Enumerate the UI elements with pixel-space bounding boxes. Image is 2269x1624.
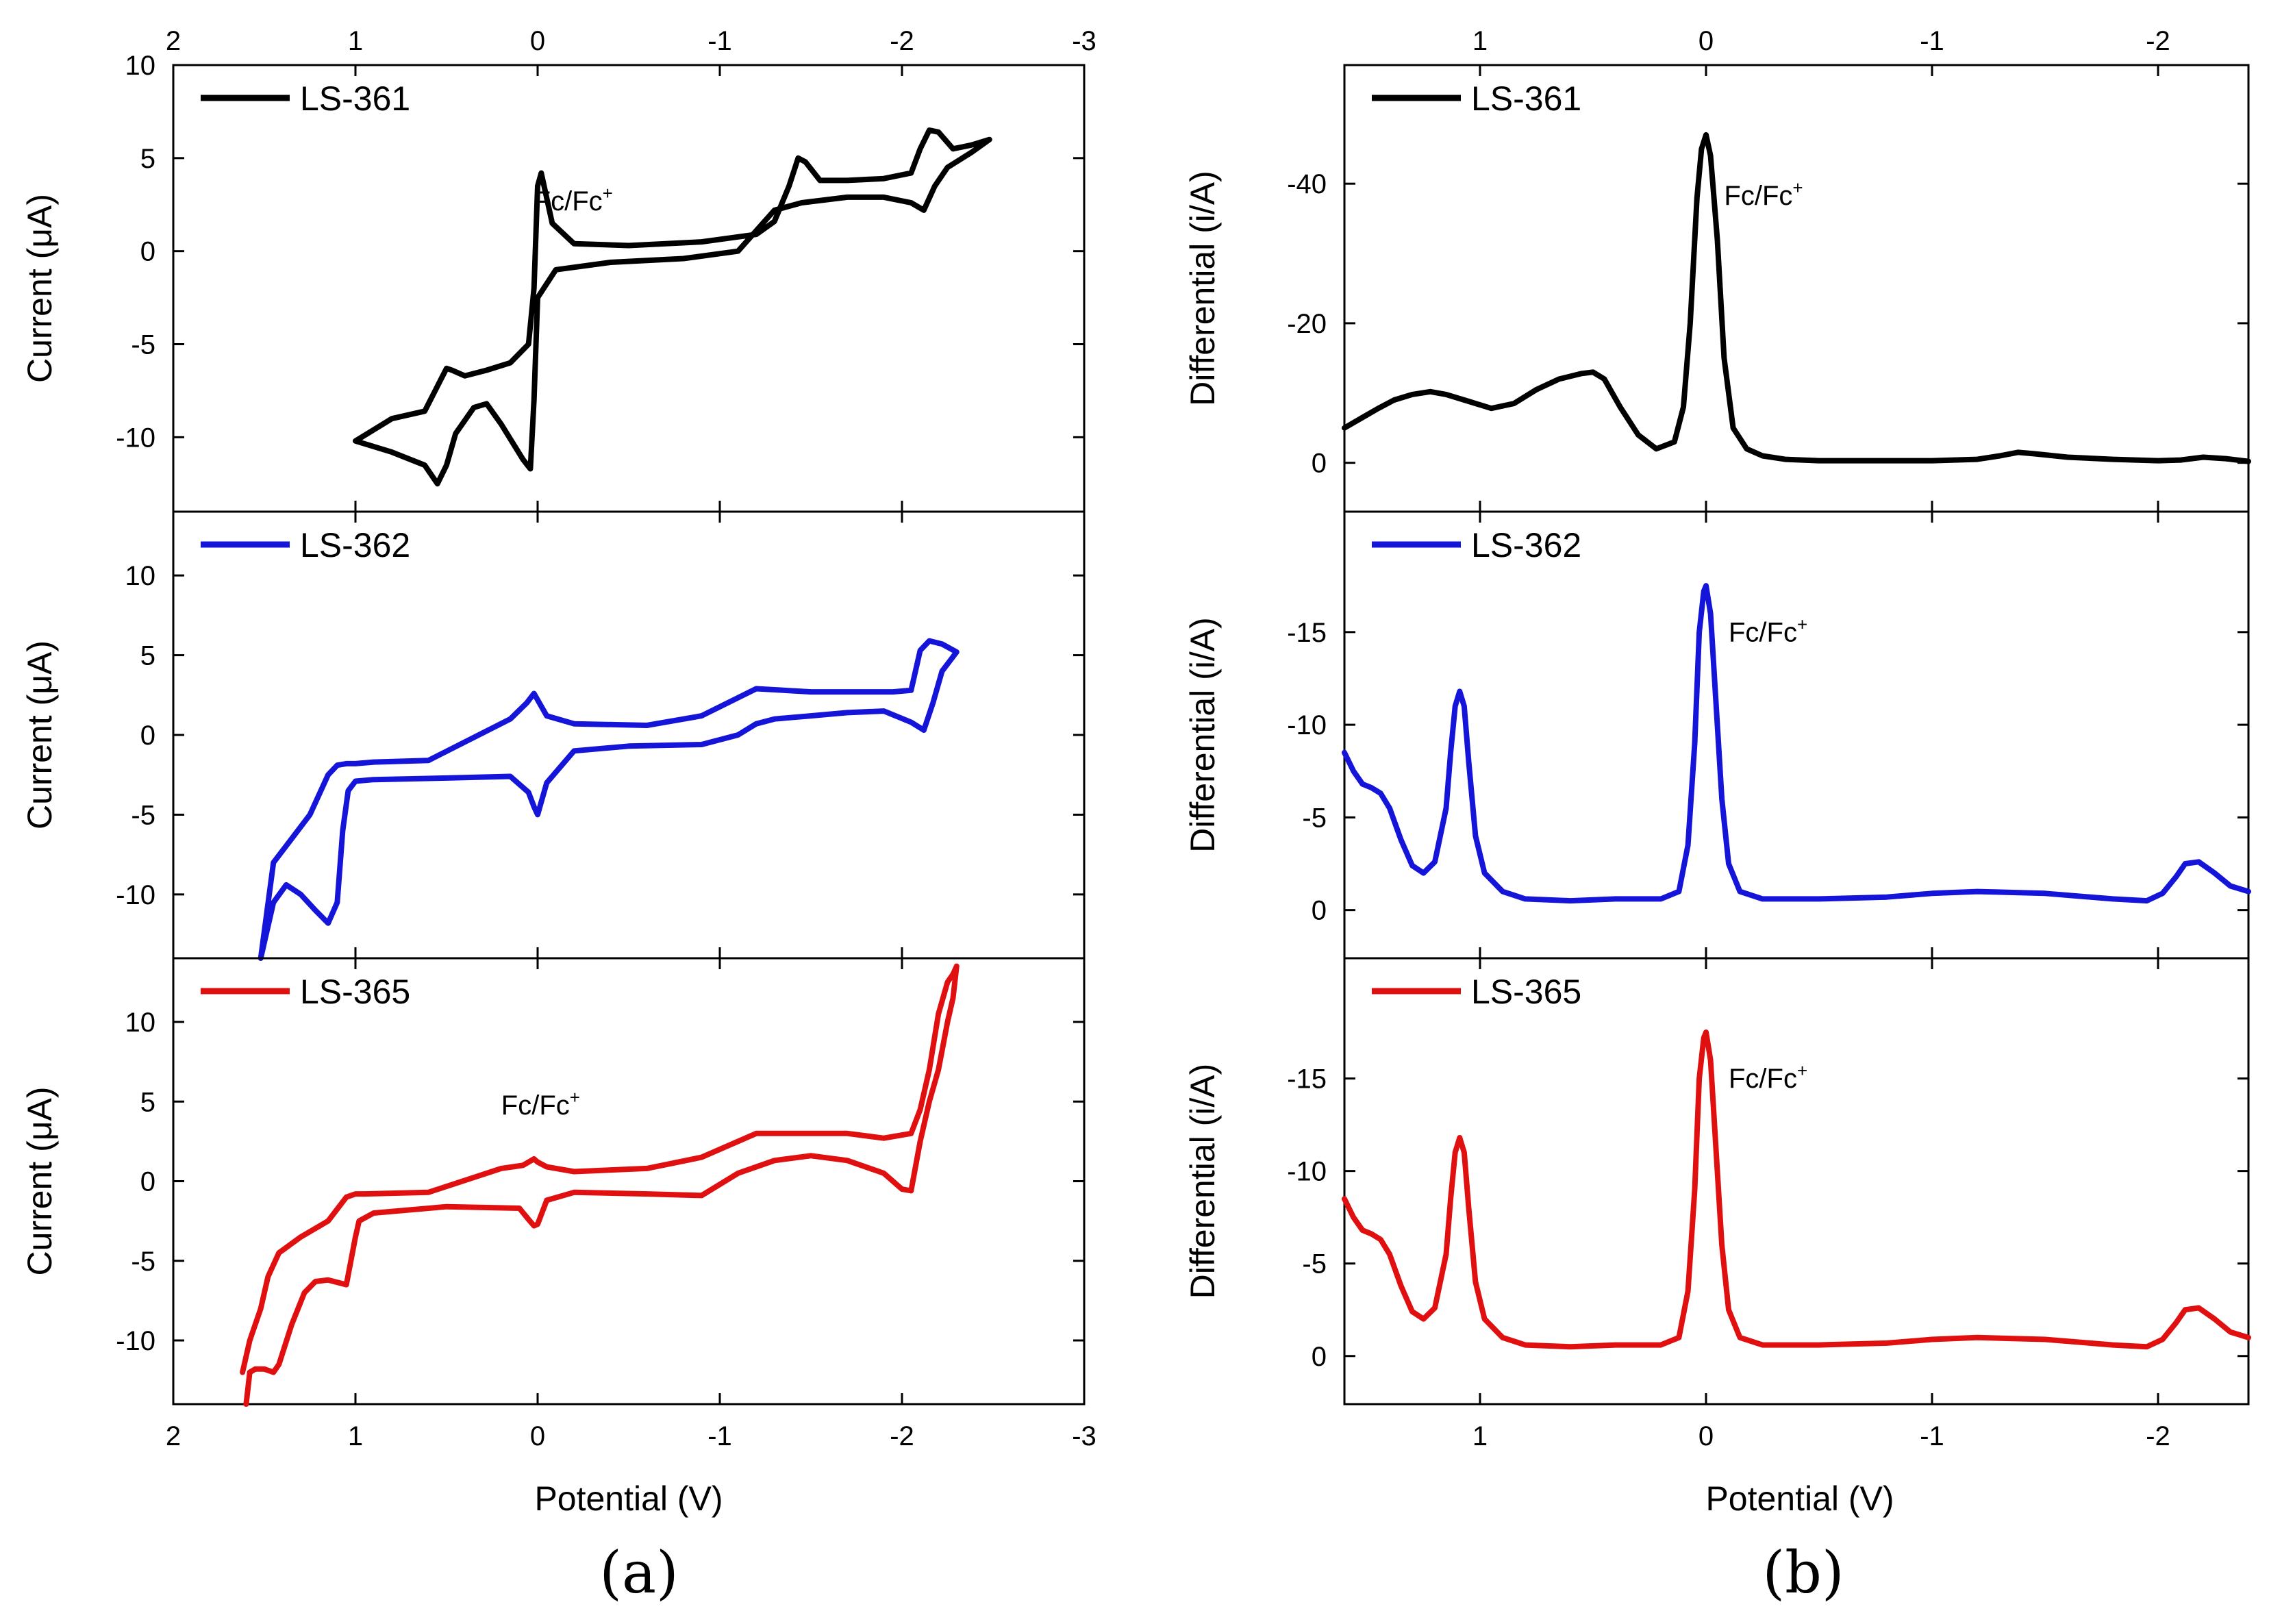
series-line-ls-362: [1342, 583, 2251, 904]
y-tick-label: -10: [1287, 1157, 1327, 1187]
y-tick-label: -5: [131, 800, 155, 830]
x-tick-label: 1: [1472, 1421, 1488, 1451]
y-axis-label: Current (μA): [21, 640, 59, 829]
x-tick-label: 0: [1698, 1421, 1714, 1451]
plot-frame: [172, 64, 1086, 513]
y-tick-label: -5: [1302, 1249, 1327, 1279]
y-tick-label: -10: [1287, 710, 1327, 740]
x-tick-label-top: -2: [890, 26, 914, 56]
y-tick-label: -20: [1287, 309, 1327, 339]
y-tick-label: 0: [1312, 1342, 1327, 1372]
subplot-b2: 0 -5 -10 -15 Differential (i/A) LS-362 Fc/Fc+: [1183, 510, 2251, 960]
y-tick-label: -15: [1287, 618, 1327, 648]
series-line-ls-361: [1342, 132, 2251, 464]
y-tick-label: -15: [1287, 1064, 1327, 1095]
y-tick-label: 0: [140, 721, 155, 751]
y-tick-label: 10: [125, 1008, 156, 1038]
y-tick-label: 0: [140, 237, 155, 267]
x-tick-label-top: 0: [1698, 26, 1714, 56]
y-axis-label: Current (μA): [21, 194, 59, 383]
y-tick-label: -5: [1302, 803, 1327, 833]
series-line-ls-362: [258, 638, 960, 961]
x-tick-label-top: -1: [707, 26, 732, 56]
fc-annotation: Fc/Fc+: [1729, 614, 1807, 647]
y-tick-label: -10: [116, 880, 155, 910]
x-tick-label: -2: [890, 1421, 914, 1451]
y-tick-label: 5: [140, 144, 155, 174]
x-tick-label: -3: [1072, 1421, 1096, 1451]
series-line-ls-365: [240, 963, 960, 1407]
series-line-ls-361: [353, 127, 992, 487]
x-tick-label-top: 1: [348, 26, 363, 56]
fc-annotation: Fc/Fc+: [501, 1087, 580, 1121]
legend-label: LS-365: [300, 973, 410, 1011]
fc-annotation: Fc/Fc+: [1724, 177, 1803, 211]
x-tick-label-top: -1: [1920, 26, 1944, 56]
y-tick-label: 0: [1312, 449, 1327, 479]
y-axis-label: Differential (i/A): [1183, 1064, 1222, 1299]
fc-annotation: Fc/Fc+: [1729, 1060, 1807, 1094]
y-axis-label: Current (μA): [21, 1086, 59, 1275]
panel-b-label: (b): [1762, 1539, 1844, 1606]
plot-frame: [1343, 64, 2250, 513]
plot-frame: [1343, 510, 2250, 960]
y-tick-label: -40: [1287, 169, 1327, 199]
y-tick-label: -5: [131, 1247, 155, 1277]
y-axis-label: Differential (i/A): [1183, 617, 1222, 853]
x-tick-label-top: -2: [2146, 26, 2170, 56]
y-tick-label: 10: [125, 51, 156, 81]
legend-label: LS-361: [300, 79, 410, 118]
plot-frame: [1343, 957, 2250, 1406]
legend-label: LS-361: [1471, 79, 1581, 118]
y-axis-label: Differential (i/A): [1183, 171, 1222, 406]
x-tick-label: 1: [348, 1421, 363, 1451]
legend-label: LS-365: [1471, 973, 1581, 1011]
legend-label: LS-362: [300, 526, 410, 564]
series-line-ls-365: [1342, 1029, 2251, 1350]
x-tick-label-top: 2: [166, 26, 181, 56]
x-tick-label: 2: [166, 1421, 181, 1451]
x-tick-label-top: 0: [530, 26, 545, 56]
subplot-b3: 1 0 -1 -2 0 -5 -10 -15 Differential (i/A) LS-365 F…: [1183, 957, 2251, 1451]
fc-annotation: Fc/Fc+: [534, 183, 613, 216]
y-tick-label: 5: [140, 1087, 155, 1117]
panel-a-xlabel: Potential (V): [534, 1479, 723, 1518]
x-tick-label: -1: [1920, 1421, 1944, 1451]
panel-b-xlabel: Potential (V): [1705, 1479, 1894, 1518]
x-tick-label: -2: [2146, 1421, 2170, 1451]
y-tick-label: 0: [140, 1167, 155, 1197]
y-tick-label: 10: [125, 561, 156, 591]
y-tick-label: 5: [140, 641, 155, 671]
y-tick-label: -10: [116, 423, 155, 453]
x-tick-label: 0: [530, 1421, 545, 1451]
x-tick-label-top: -3: [1072, 26, 1096, 56]
x-tick-label: -1: [707, 1421, 732, 1451]
panel-a-label: (a): [599, 1539, 679, 1606]
x-tick-label-top: 1: [1472, 26, 1488, 56]
y-tick-label: -5: [131, 330, 155, 360]
y-tick-label: 0: [1312, 896, 1327, 926]
subplot-a2: -10 -5 0 5 10 Current (μA) LS-362: [21, 510, 1086, 961]
y-tick-label: -10: [116, 1326, 155, 1356]
plot-frame: [172, 510, 1086, 960]
legend-label: LS-362: [1471, 526, 1581, 564]
